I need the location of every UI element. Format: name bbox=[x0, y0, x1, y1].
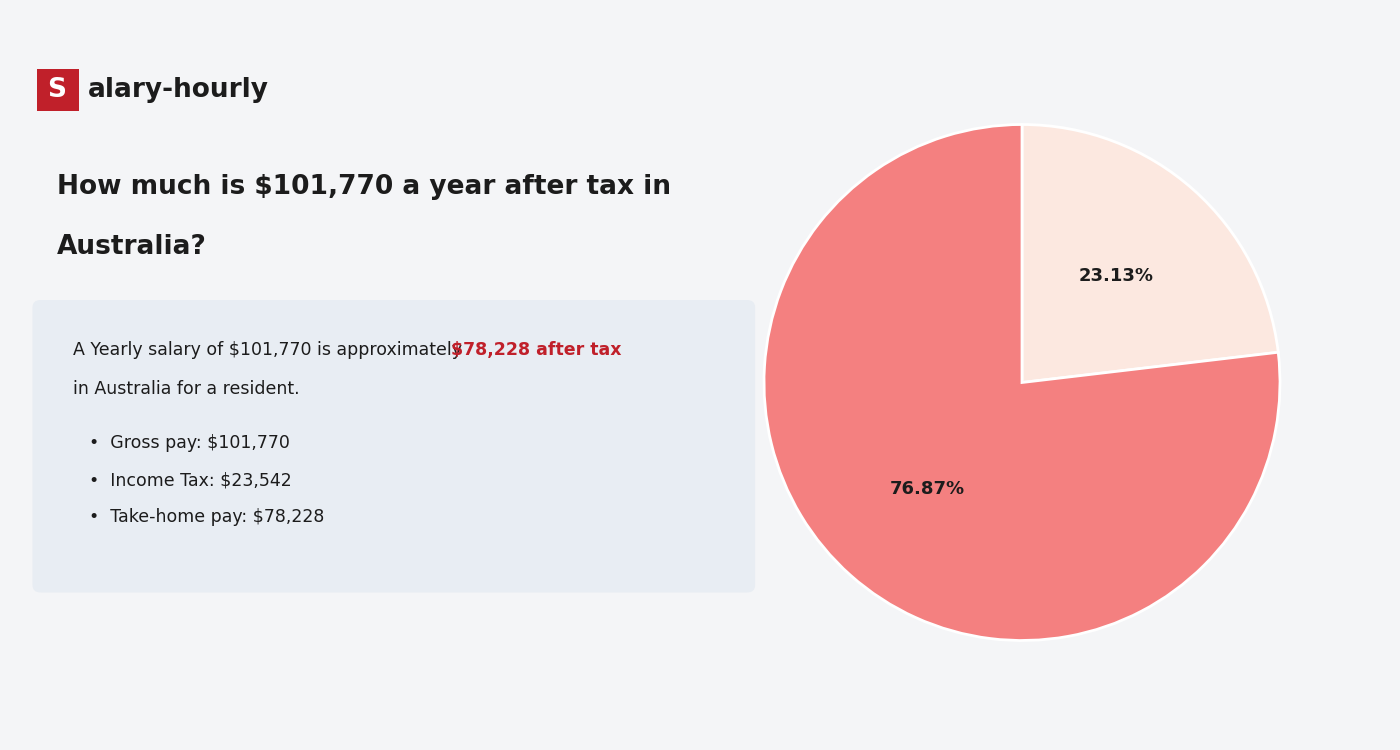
Text: Australia?: Australia? bbox=[57, 235, 207, 260]
Text: in Australia for a resident.: in Australia for a resident. bbox=[73, 380, 300, 398]
FancyBboxPatch shape bbox=[36, 69, 78, 111]
FancyBboxPatch shape bbox=[32, 300, 755, 592]
Text: 76.87%: 76.87% bbox=[890, 479, 965, 497]
Wedge shape bbox=[1022, 124, 1278, 382]
Text: A Yearly salary of $101,770 is approximately: A Yearly salary of $101,770 is approxima… bbox=[73, 341, 468, 359]
Legend: Income Tax, Take-home Pay: Income Tax, Take-home Pay bbox=[850, 0, 1194, 3]
Text: $78,228 after tax: $78,228 after tax bbox=[451, 341, 622, 359]
Text: How much is $101,770 a year after tax in: How much is $101,770 a year after tax in bbox=[57, 175, 671, 200]
Text: •  Gross pay: $101,770: • Gross pay: $101,770 bbox=[90, 433, 290, 451]
Text: alary-hourly: alary-hourly bbox=[88, 77, 269, 103]
Text: S: S bbox=[48, 77, 66, 103]
Wedge shape bbox=[764, 124, 1280, 640]
Text: •  Income Tax: $23,542: • Income Tax: $23,542 bbox=[90, 471, 293, 489]
Text: •  Take-home pay: $78,228: • Take-home pay: $78,228 bbox=[90, 509, 325, 526]
Text: 23.13%: 23.13% bbox=[1079, 268, 1154, 286]
